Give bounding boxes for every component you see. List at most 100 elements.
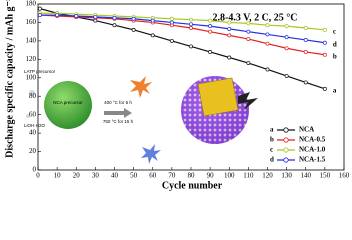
y-tick-label: 160 bbox=[26, 18, 37, 26]
point bbox=[227, 20, 232, 25]
legend-letter: d bbox=[270, 156, 274, 164]
condition: 2.8-4.3 V, 2 C, 25 °C bbox=[212, 12, 297, 23]
step1-label: 400 °C for 5 h bbox=[104, 100, 132, 105]
point bbox=[37, 6, 42, 11]
point bbox=[169, 38, 174, 43]
point bbox=[284, 35, 289, 40]
end-letter: d bbox=[333, 40, 337, 48]
x-tick-label: 30 bbox=[92, 172, 100, 180]
legend-marker bbox=[283, 137, 289, 143]
point bbox=[189, 22, 193, 27]
end-letter: a bbox=[333, 86, 337, 94]
inset: NCA precursor LATP precursor LiOH·H2O 40… bbox=[24, 69, 258, 164]
point bbox=[246, 29, 251, 34]
lattice bbox=[197, 77, 239, 117]
y-tick-label: 60 bbox=[29, 110, 37, 118]
point bbox=[169, 20, 174, 25]
burst bbox=[141, 144, 161, 164]
burst bbox=[130, 76, 152, 98]
series-line bbox=[39, 8, 326, 90]
particle bbox=[26, 114, 30, 118]
x-tick-label: 80 bbox=[188, 172, 196, 180]
point bbox=[150, 33, 155, 38]
point bbox=[189, 17, 193, 22]
point bbox=[322, 27, 327, 32]
lithium-label: LiOH·H2O bbox=[24, 123, 46, 128]
core-sphere bbox=[44, 81, 92, 129]
point bbox=[150, 18, 155, 23]
point bbox=[265, 41, 270, 46]
point bbox=[208, 29, 213, 34]
point bbox=[93, 14, 98, 19]
point bbox=[303, 50, 308, 54]
core-label: NCA precursor bbox=[53, 100, 83, 105]
point bbox=[227, 33, 232, 38]
point bbox=[322, 52, 327, 57]
legend-marker bbox=[283, 147, 289, 153]
y-tick-label: 100 bbox=[26, 73, 37, 81]
particle bbox=[29, 90, 35, 96]
x-tick-label: 90 bbox=[207, 172, 215, 180]
x-tick-label: 10 bbox=[54, 172, 62, 180]
point bbox=[112, 23, 117, 28]
y-axis-label: Discharge specific capacity / mAh g⁻¹ bbox=[4, 0, 15, 158]
y-tick-label: 80 bbox=[29, 92, 37, 100]
point bbox=[227, 26, 232, 31]
x-tick-label: 160 bbox=[339, 172, 350, 180]
x-tick-label: 130 bbox=[281, 172, 292, 180]
x-tick-label: 120 bbox=[262, 172, 273, 180]
legend-marker bbox=[283, 157, 289, 163]
point bbox=[322, 86, 327, 91]
point bbox=[284, 73, 289, 78]
y-tick-label: 0 bbox=[33, 166, 37, 174]
legend-label: NCA-1.5 bbox=[299, 156, 326, 164]
series-line bbox=[39, 14, 325, 44]
y-tick-label: 40 bbox=[29, 129, 37, 137]
legend-letter: a bbox=[270, 126, 274, 134]
coating-label: LATP precursor bbox=[24, 69, 56, 74]
bolt bbox=[238, 92, 258, 110]
point bbox=[303, 80, 308, 85]
legend-label: NCA bbox=[299, 126, 314, 134]
legend-letter: c bbox=[270, 146, 273, 154]
point bbox=[55, 13, 60, 18]
x-tick-label: 40 bbox=[111, 172, 119, 180]
x-tick-label: 0 bbox=[36, 172, 40, 180]
point bbox=[284, 24, 289, 29]
series-line bbox=[39, 14, 325, 56]
point bbox=[227, 55, 232, 60]
legend-label: NCA-0.5 bbox=[299, 136, 326, 144]
point bbox=[246, 21, 251, 26]
legend-letter: b bbox=[270, 136, 274, 144]
point bbox=[208, 24, 213, 29]
chart: Discharge specific capacity / mAh g⁻¹ Cy… bbox=[4, 0, 350, 191]
end-letter: b bbox=[333, 52, 337, 60]
point bbox=[131, 16, 136, 21]
point bbox=[112, 15, 117, 20]
legend-label: NCA-1.0 bbox=[299, 146, 326, 154]
point bbox=[265, 32, 270, 37]
point bbox=[246, 61, 251, 65]
y-tick-label: 20 bbox=[29, 147, 37, 155]
point bbox=[189, 26, 193, 30]
point bbox=[37, 13, 42, 18]
y-tick-label: 140 bbox=[26, 36, 37, 44]
x-tick-label: 150 bbox=[320, 172, 331, 180]
point bbox=[189, 44, 193, 49]
y-tick-label: 180 bbox=[26, 0, 37, 8]
point bbox=[322, 40, 327, 45]
x-tick-label: 100 bbox=[224, 172, 235, 180]
point bbox=[208, 18, 213, 23]
point bbox=[303, 26, 308, 30]
point bbox=[208, 50, 213, 54]
step2-label: 750 °C for 15 h bbox=[103, 119, 134, 124]
point bbox=[284, 46, 289, 51]
x-tick-label: 110 bbox=[243, 172, 254, 180]
x-tick-label: 50 bbox=[130, 172, 138, 180]
point bbox=[169, 16, 174, 21]
y-tick-label: 120 bbox=[26, 55, 37, 63]
legend-marker bbox=[283, 127, 289, 133]
point bbox=[131, 27, 136, 32]
point bbox=[265, 67, 270, 72]
end-letter: c bbox=[333, 27, 336, 35]
